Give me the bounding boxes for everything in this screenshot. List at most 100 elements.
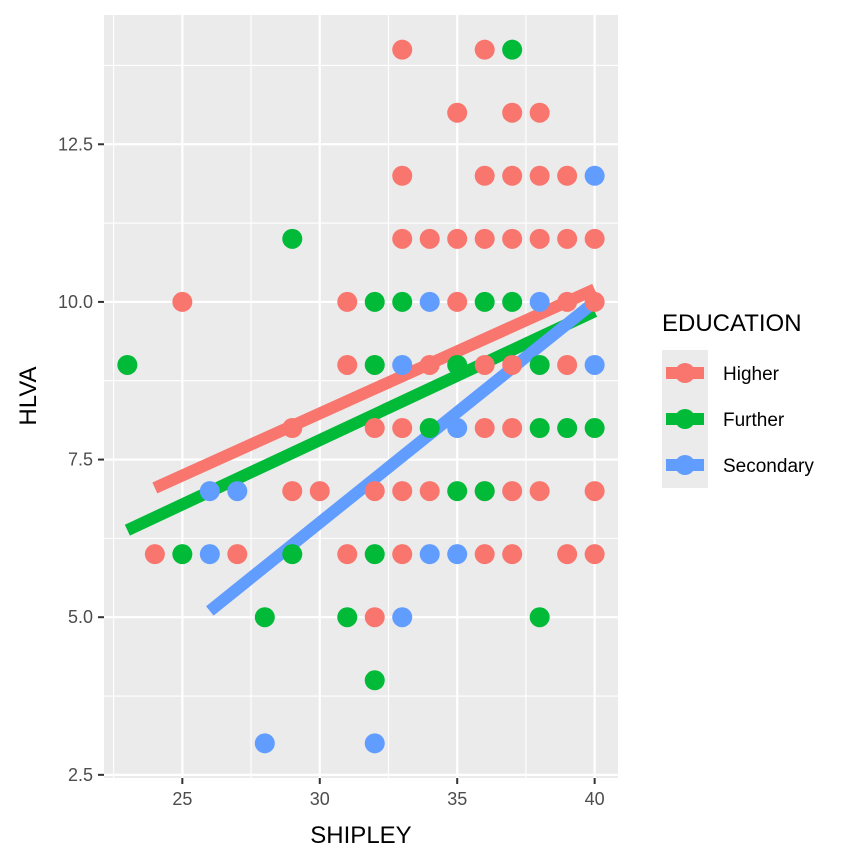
point-further: [529, 418, 550, 439]
point-higher: [557, 291, 578, 312]
point-higher: [392, 418, 413, 439]
legend-key-point: [675, 455, 695, 475]
point-higher: [557, 354, 578, 375]
point-higher: [392, 544, 413, 565]
point-further: [419, 418, 440, 439]
point-secondary: [447, 544, 468, 565]
point-higher: [392, 481, 413, 502]
point-higher: [557, 228, 578, 249]
point-further: [172, 544, 193, 565]
point-further: [254, 607, 275, 628]
point-higher: [584, 544, 605, 565]
legend-label-further: Further: [723, 410, 785, 431]
y-axis: 2.5 5.0 7.5 10.0 12.5: [58, 134, 104, 785]
point-higher: [392, 228, 413, 249]
point-further: [502, 291, 523, 312]
point-higher: [502, 544, 523, 565]
point-higher: [337, 291, 358, 312]
point-secondary: [584, 354, 605, 375]
x-axis-title: SHIPLEY: [310, 822, 411, 849]
y-tick-label: 7.5: [68, 450, 93, 470]
point-higher: [502, 418, 523, 439]
point-further: [392, 291, 413, 312]
point-higher: [474, 418, 495, 439]
point-higher: [474, 39, 495, 60]
point-higher: [364, 418, 385, 439]
point-higher: [529, 102, 550, 123]
point-higher: [282, 418, 303, 439]
point-higher: [529, 228, 550, 249]
point-higher: [392, 165, 413, 186]
point-further: [364, 291, 385, 312]
point-higher: [474, 354, 495, 375]
point-secondary: [364, 733, 385, 754]
point-higher: [557, 165, 578, 186]
point-further: [282, 228, 303, 249]
legend-key-point: [675, 363, 695, 383]
point-secondary: [392, 607, 413, 628]
point-secondary: [529, 291, 550, 312]
point-secondary: [584, 165, 605, 186]
point-further: [337, 607, 358, 628]
point-secondary: [199, 544, 220, 565]
point-higher: [584, 481, 605, 502]
x-tick-label: 25: [172, 789, 192, 809]
minor-gridlines: [104, 15, 618, 778]
point-higher: [474, 544, 495, 565]
y-tick-label: 5.0: [68, 607, 93, 627]
x-tick-label: 30: [310, 789, 330, 809]
legend: EDUCATION Higher Further Secondary: [662, 310, 814, 488]
point-secondary: [199, 481, 220, 502]
point-higher: [227, 544, 248, 565]
point-higher: [419, 481, 440, 502]
point-higher: [309, 481, 330, 502]
point-further: [117, 354, 138, 375]
point-higher: [337, 354, 358, 375]
point-further: [364, 354, 385, 375]
point-higher: [447, 291, 468, 312]
point-higher: [584, 228, 605, 249]
point-higher: [557, 544, 578, 565]
point-further: [502, 39, 523, 60]
point-further: [364, 670, 385, 691]
point-further: [364, 544, 385, 565]
legend-label-higher: Higher: [723, 364, 780, 385]
y-tick-label: 12.5: [58, 134, 93, 154]
major-gridlines: [104, 15, 618, 778]
point-further: [529, 607, 550, 628]
legend-label-secondary: Secondary: [723, 456, 814, 477]
point-higher: [502, 228, 523, 249]
point-higher: [584, 291, 605, 312]
point-higher: [364, 481, 385, 502]
point-further: [474, 291, 495, 312]
point-higher: [144, 544, 165, 565]
point-secondary: [447, 418, 468, 439]
trend-line-secondary: [206, 297, 599, 616]
point-further: [584, 418, 605, 439]
point-higher: [474, 228, 495, 249]
point-higher: [474, 165, 495, 186]
point-secondary: [419, 544, 440, 565]
point-further: [447, 481, 468, 502]
y-tick-label: 10.0: [58, 292, 93, 312]
point-higher: [392, 39, 413, 60]
point-secondary: [392, 354, 413, 375]
point-higher: [502, 165, 523, 186]
x-tick-label: 35: [447, 789, 467, 809]
point-higher: [419, 228, 440, 249]
point-higher: [502, 102, 523, 123]
point-higher: [529, 481, 550, 502]
x-axis: 25 30 35 40: [172, 778, 605, 809]
point-further: [282, 544, 303, 565]
point-higher: [447, 102, 468, 123]
x-tick-label: 40: [585, 789, 605, 809]
point-further: [529, 354, 550, 375]
point-higher: [502, 354, 523, 375]
trend-line-higher: [152, 283, 598, 494]
point-further: [474, 481, 495, 502]
point-higher: [364, 607, 385, 628]
y-tick-label: 2.5: [68, 765, 93, 785]
legend-key-point: [675, 409, 695, 429]
point-higher: [447, 228, 468, 249]
